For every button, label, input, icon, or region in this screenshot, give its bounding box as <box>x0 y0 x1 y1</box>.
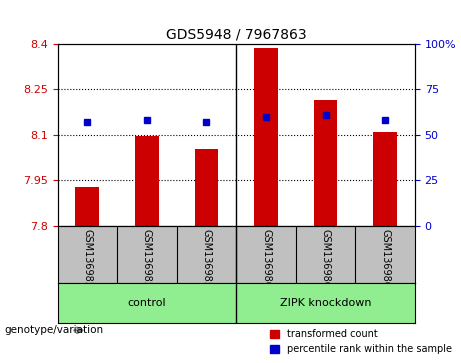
Text: GSM1369862: GSM1369862 <box>261 229 271 294</box>
Text: GSM1369864: GSM1369864 <box>380 229 390 294</box>
Bar <box>195 148 219 226</box>
Bar <box>373 132 397 226</box>
Text: genotype/variation: genotype/variation <box>5 325 104 335</box>
Text: GSM1369858: GSM1369858 <box>201 229 212 294</box>
Legend: transformed count, percentile rank within the sample: transformed count, percentile rank withi… <box>266 326 456 358</box>
Title: GDS5948 / 7967863: GDS5948 / 7967863 <box>166 27 307 41</box>
Text: control: control <box>128 298 166 308</box>
Text: GSM1369857: GSM1369857 <box>142 229 152 294</box>
Bar <box>313 100 337 226</box>
Text: ZIPK knockdown: ZIPK knockdown <box>280 298 371 308</box>
Text: GSM1369863: GSM1369863 <box>320 229 331 294</box>
Bar <box>76 187 99 226</box>
Bar <box>254 48 278 226</box>
Text: GSM1369856: GSM1369856 <box>83 229 92 294</box>
Bar <box>135 136 159 226</box>
